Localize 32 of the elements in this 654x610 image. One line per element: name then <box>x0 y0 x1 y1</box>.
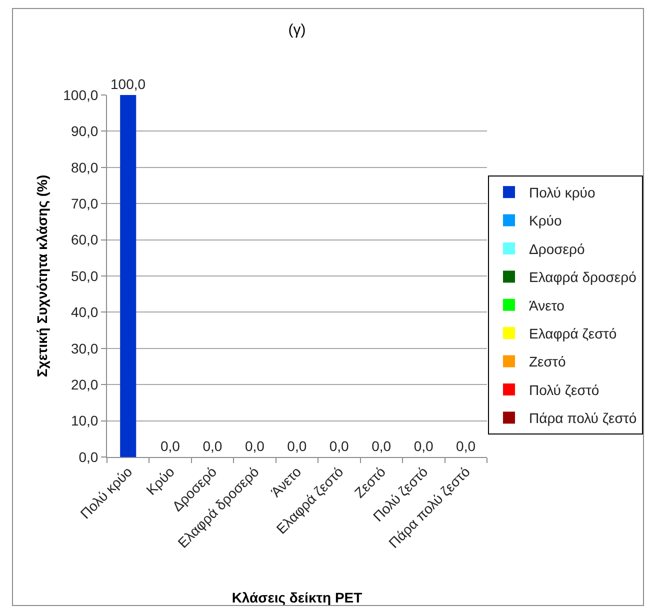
data-label: 0,0 <box>456 438 476 454</box>
y-tick-label: 60,0 <box>70 232 98 248</box>
y-tick-label: 0,0 <box>78 448 98 465</box>
data-label: 0,0 <box>202 438 222 454</box>
legend-label: Ζεστό <box>529 354 566 370</box>
data-label: 0,0 <box>414 438 434 454</box>
legend-label: Κρύο <box>529 212 562 229</box>
y-tick-label: 100,0 <box>63 86 98 103</box>
legend-label: Πάρα πολύ ζεστό <box>529 410 637 426</box>
data-label: 0,0 <box>244 438 265 454</box>
y-tick-label: 50,0 <box>70 268 98 284</box>
data-label: 0,0 <box>287 438 307 454</box>
y-tick-label: 10,0 <box>70 412 98 429</box>
legend-label: Πολύ κρύο <box>529 184 596 201</box>
y-axis-title: Σχετική Συχνότητα κλάσης (%) <box>34 174 50 378</box>
y-tick-label: 40,0 <box>70 304 98 320</box>
y-tick-label: 30,0 <box>70 340 98 356</box>
data-label: 0,0 <box>160 438 180 454</box>
legend-label: Ελαφρά ζεστό <box>529 326 617 342</box>
legend-label: Δροσερό <box>529 240 585 257</box>
x-axis-title: Κλάσεις δείκτη PET <box>232 589 363 606</box>
data-label: 0,0 <box>372 438 392 454</box>
legend-label: Άνετο <box>529 297 565 314</box>
y-tick-label: 90,0 <box>70 123 98 140</box>
data-label: 0,0 <box>329 438 350 454</box>
legend-label: Ελαφρά δροσερό <box>529 269 637 286</box>
data-label: 100,0 <box>110 76 146 92</box>
chart-title: (γ) <box>288 22 306 39</box>
y-tick-label: 80,0 <box>70 159 98 176</box>
y-tick-label: 70,0 <box>70 196 98 212</box>
y-tick-label: 20,0 <box>70 376 98 392</box>
legend-label: Πολύ ζεστό <box>529 382 600 398</box>
